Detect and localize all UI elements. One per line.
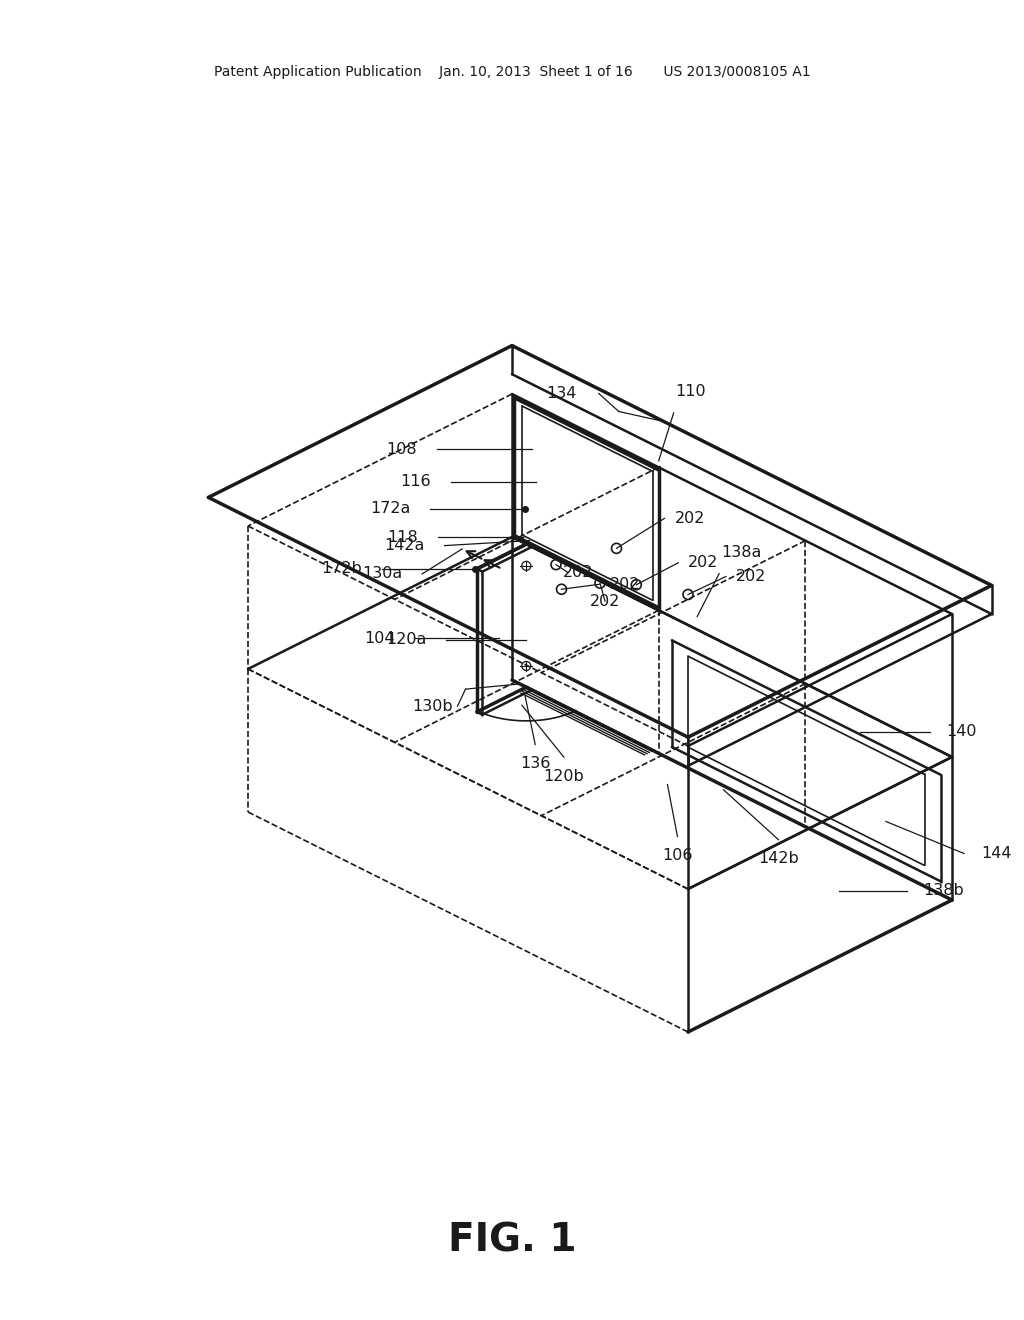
Text: 202: 202 bbox=[675, 511, 705, 525]
Text: 136: 136 bbox=[520, 756, 550, 771]
Text: Patent Application Publication    Jan. 10, 2013  Sheet 1 of 16       US 2013/000: Patent Application Publication Jan. 10, … bbox=[214, 65, 810, 79]
Text: 202: 202 bbox=[563, 565, 593, 579]
Text: 118: 118 bbox=[387, 529, 418, 545]
Text: 144: 144 bbox=[981, 846, 1012, 861]
Text: 130b: 130b bbox=[412, 698, 453, 714]
Text: 202: 202 bbox=[736, 569, 766, 583]
Text: 120a: 120a bbox=[386, 632, 426, 647]
Text: 110: 110 bbox=[676, 384, 707, 400]
Text: 106: 106 bbox=[663, 847, 692, 863]
Text: 172a: 172a bbox=[370, 502, 411, 516]
Text: 142a: 142a bbox=[384, 539, 425, 553]
Text: 130a: 130a bbox=[361, 566, 402, 581]
Text: 120b: 120b bbox=[544, 768, 585, 784]
Text: 142b: 142b bbox=[758, 851, 799, 866]
Text: 172b: 172b bbox=[321, 561, 361, 577]
Text: 116: 116 bbox=[400, 474, 431, 488]
Text: 202: 202 bbox=[590, 594, 621, 609]
Text: 138a: 138a bbox=[721, 545, 762, 560]
Text: 104: 104 bbox=[364, 631, 394, 645]
Text: 202: 202 bbox=[609, 577, 640, 591]
Text: FIG. 1: FIG. 1 bbox=[447, 1221, 577, 1259]
Text: 202: 202 bbox=[688, 556, 719, 570]
Text: 140: 140 bbox=[946, 725, 977, 739]
Text: 138b: 138b bbox=[924, 883, 965, 898]
Text: 134: 134 bbox=[547, 385, 577, 401]
Text: 108: 108 bbox=[386, 442, 417, 457]
